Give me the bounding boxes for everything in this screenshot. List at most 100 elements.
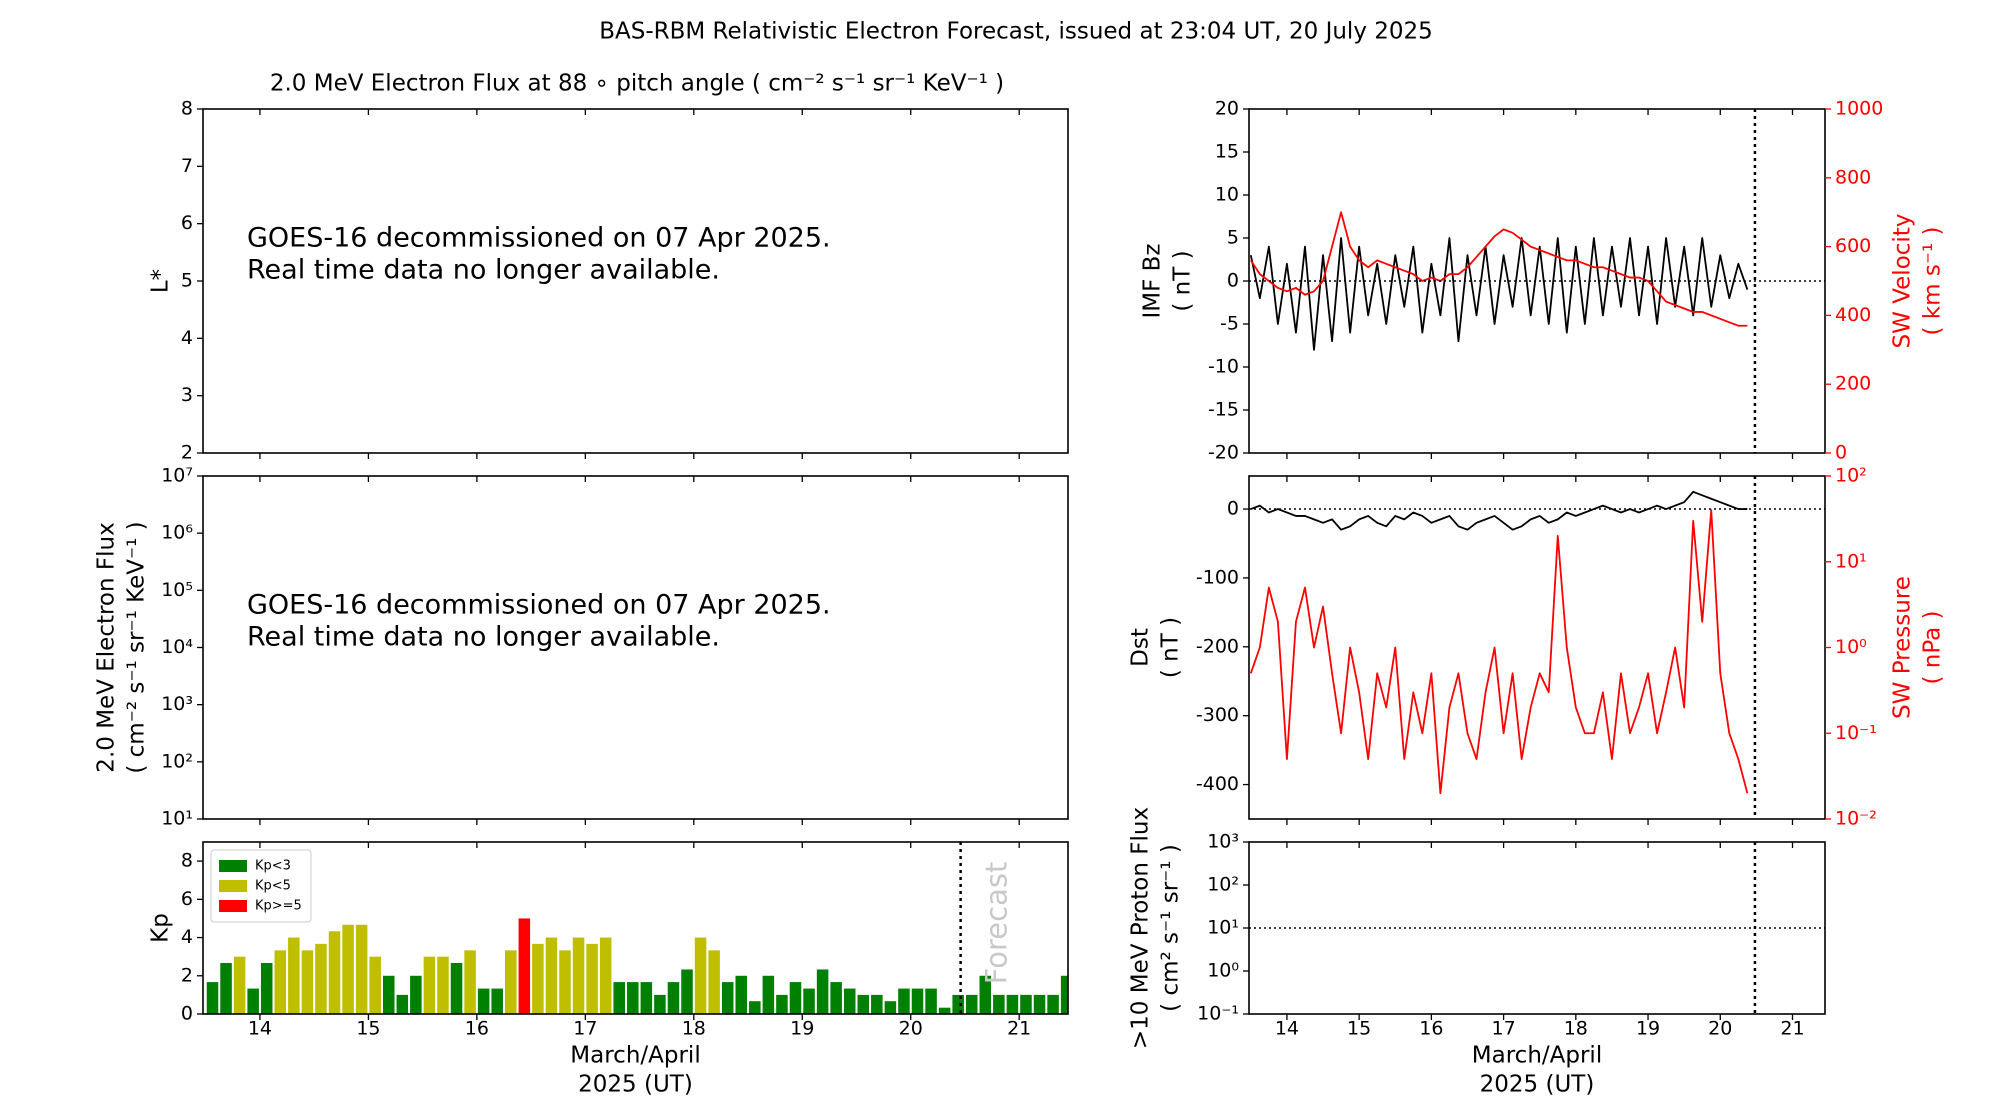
- series-line: [1250, 490, 1748, 531]
- bar: [979, 975, 992, 1014]
- y-tick-label: -15: [1208, 399, 1239, 421]
- bar: [857, 994, 870, 1014]
- bar: [816, 969, 829, 1014]
- bar: [233, 956, 246, 1014]
- x-tick-label: 18: [1564, 1018, 1588, 1040]
- bar: [1006, 994, 1019, 1014]
- bar: [545, 937, 558, 1014]
- bar: [749, 1001, 761, 1014]
- y-tick-label: 6: [181, 888, 193, 910]
- x-tick-label: 15: [1347, 1018, 1371, 1040]
- y2-tick-label: 10¹: [1835, 550, 1867, 572]
- y-axis-label: ( cm⁻² s⁻¹ sr⁻¹ KeV⁻¹ ): [124, 521, 150, 773]
- x-tick-label: 16: [1419, 1018, 1443, 1040]
- bar: [396, 994, 409, 1014]
- legend-swatch: [219, 900, 247, 912]
- bar: [789, 982, 802, 1014]
- y-axis-label: ( nT ): [1158, 617, 1184, 678]
- y-tick-label: 10¹: [1207, 917, 1239, 939]
- series-line: [1250, 211, 1748, 327]
- bar: [776, 994, 788, 1014]
- bar: [654, 994, 666, 1014]
- y-tick-label: 8: [181, 850, 193, 872]
- y-tick-label: 10⁴: [161, 636, 193, 658]
- x-axis-label: 2025 (UT): [578, 1072, 693, 1098]
- x-tick-label: 16: [465, 1018, 489, 1040]
- bar: [667, 982, 680, 1014]
- y-tick-label: 2: [181, 442, 193, 464]
- bar: [382, 975, 395, 1014]
- bar: [559, 950, 571, 1014]
- bar: [464, 950, 476, 1014]
- y-tick-label: 2: [181, 964, 193, 986]
- figure-title: BAS-RBM Relativistic Electron Forecast, …: [599, 19, 1433, 45]
- bar: [993, 994, 1005, 1014]
- x-tick-label: 17: [573, 1018, 597, 1040]
- y-tick-label: 0: [1227, 498, 1239, 520]
- bar: [572, 937, 585, 1014]
- y2-axis-label: SW Velocity: [1890, 214, 1916, 349]
- bar: [301, 950, 314, 1014]
- y2-tick-label: 200: [1835, 373, 1871, 395]
- bar: [532, 943, 544, 1014]
- bar: [423, 956, 436, 1014]
- y-tick-label: 5: [1227, 227, 1239, 249]
- axes-frame: [202, 841, 1069, 1015]
- forecast-label: Forecast: [980, 862, 1014, 985]
- annotation: GOES-16 decommissioned on 07 Apr 2025.: [247, 223, 831, 254]
- y-tick-label: 10²: [1207, 874, 1239, 896]
- bar: [613, 982, 625, 1014]
- bar: [898, 988, 910, 1014]
- x-axis-label: March/April: [570, 1043, 700, 1069]
- bar: [627, 982, 639, 1014]
- y-tick-label: 10³: [1207, 831, 1239, 853]
- plot-area: [1249, 109, 1825, 453]
- y-tick-label: 10⁰: [1207, 960, 1239, 982]
- bar: [518, 918, 531, 1014]
- bar: [491, 988, 503, 1014]
- bar: [911, 988, 924, 1014]
- bar: [803, 988, 815, 1014]
- y-tick-label: -20: [1208, 442, 1239, 464]
- x-tick-label: 19: [790, 1018, 814, 1040]
- panel-title: 2.0 MeV Electron Flux at 88 ∘ pitch angl…: [270, 71, 1004, 97]
- bar: [871, 994, 883, 1014]
- y-tick-label: 0: [181, 1003, 193, 1025]
- annotation: GOES-16 decommissioned on 07 Apr 2025.: [247, 590, 831, 621]
- y-tick-label: 10: [1215, 184, 1239, 206]
- bar: [477, 988, 490, 1014]
- y-tick-label: 20: [1215, 98, 1239, 120]
- legend-label: Kp<3: [255, 859, 291, 874]
- x-tick-label: 21: [1780, 1018, 1804, 1040]
- y-tick-label: -100: [1196, 566, 1239, 588]
- y-axis-label: Dst: [1128, 628, 1154, 667]
- y-tick-label: 4: [181, 926, 193, 948]
- y-axis-label: ( cm² s⁻¹ sr⁻¹ ): [1158, 844, 1184, 1012]
- bar: [247, 988, 259, 1014]
- bar: [735, 975, 748, 1014]
- y-tick-label: -300: [1196, 704, 1239, 726]
- bar: [1033, 994, 1046, 1014]
- y-tick-label: 15: [1215, 141, 1239, 163]
- bar: [938, 1007, 951, 1014]
- series-line: [1249, 237, 1749, 351]
- y-tick-label: -10: [1208, 356, 1239, 378]
- bar: [355, 924, 368, 1014]
- y-axis-label: ( nT ): [1170, 250, 1196, 311]
- y-tick-label: 6: [181, 212, 193, 234]
- y2-tick-label: 1000: [1835, 98, 1883, 120]
- y2-tick-label: 800: [1835, 166, 1871, 188]
- y-axis-label: Kp: [148, 913, 174, 943]
- y-tick-label: 10¹: [161, 808, 193, 830]
- x-axis-label: March/April: [1472, 1043, 1602, 1069]
- plot-area: [1249, 842, 1825, 1014]
- y-tick-label: 10⁶: [161, 522, 193, 544]
- bar: [640, 982, 653, 1014]
- bar: [1020, 994, 1032, 1014]
- x-tick-label: 19: [1636, 1018, 1660, 1040]
- y2-axis-label: ( km s⁻¹ ): [1920, 227, 1946, 336]
- bar: [220, 962, 232, 1014]
- bar: [884, 1001, 897, 1014]
- bar: [952, 994, 964, 1014]
- y-tick-label: 10³: [161, 693, 193, 715]
